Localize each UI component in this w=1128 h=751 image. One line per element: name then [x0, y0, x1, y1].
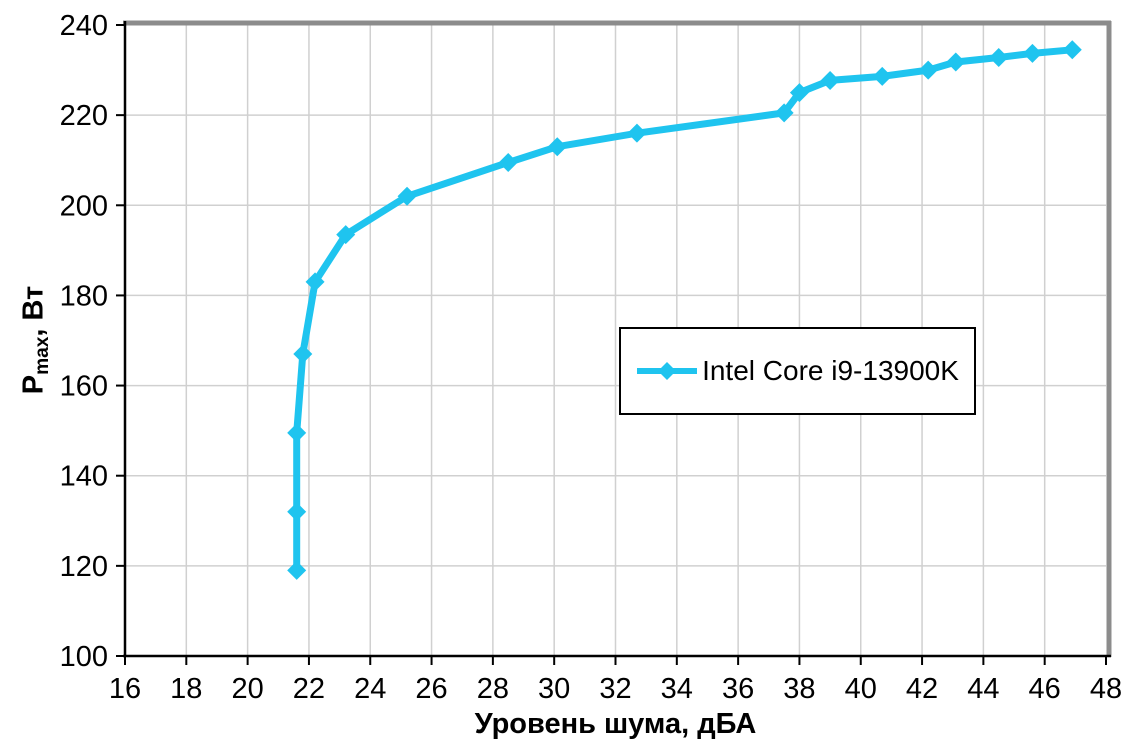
y-tick-label: 140 [60, 461, 108, 493]
x-tick-label: 18 [170, 673, 202, 705]
data-point-marker [293, 344, 313, 364]
data-point-marker [989, 47, 1009, 67]
y-tick-label: 120 [60, 551, 108, 583]
data-point-marker [498, 152, 518, 172]
data-point-marker [918, 60, 938, 80]
x-tick-label: 40 [845, 673, 877, 705]
data-point-marker [872, 66, 892, 86]
x-tick-label: 24 [354, 673, 386, 705]
data-point-marker [946, 52, 966, 72]
x-tick-label: 38 [783, 673, 815, 705]
legend: Intel Core i9-13900K [619, 327, 976, 415]
y-tick-label: 200 [60, 190, 108, 222]
x-tick-label: 30 [538, 673, 570, 705]
x-tick-label: 20 [231, 673, 263, 705]
data-point-marker [336, 225, 356, 245]
data-point-marker [287, 423, 307, 443]
data-point-marker [397, 186, 417, 206]
data-point-marker [305, 272, 325, 292]
x-tick-label: 32 [599, 673, 631, 705]
x-tick-label: 48 [1090, 673, 1122, 705]
y-tick-label: 100 [60, 641, 108, 673]
series-line [293, 46, 1076, 574]
y-axis-title-symbol: P [17, 374, 50, 395]
x-tick-label: 36 [722, 673, 754, 705]
data-point-marker [287, 560, 307, 580]
legend-series-label: Intel Core i9-13900K [702, 355, 959, 386]
y-axis-title-subscript: max [31, 336, 53, 375]
x-tick-label: 46 [1029, 673, 1061, 705]
y-tick-label: 160 [60, 371, 108, 403]
data-point-marker [820, 70, 840, 90]
x-tick-label: 34 [661, 673, 693, 705]
x-tick-label: 16 [109, 673, 141, 705]
data-point-marker [547, 137, 567, 157]
y-tick-label: 180 [60, 280, 108, 312]
data-point-marker [627, 123, 647, 143]
x-tick-label: 28 [477, 673, 509, 705]
y-axis-title: Pmax, Вт [17, 285, 53, 395]
legend-line-sample [637, 362, 698, 380]
x-tick-label: 44 [967, 673, 999, 705]
y-tick-label: 220 [60, 100, 108, 132]
data-point-marker [1022, 43, 1042, 63]
legend-diamond-icon [658, 362, 677, 380]
x-tick-label: 26 [415, 673, 447, 705]
y-axis-title-unit: , Вт [17, 285, 50, 337]
x-tick-label: 42 [906, 673, 938, 705]
data-point-marker [1062, 40, 1082, 60]
x-tick-label: 22 [293, 673, 325, 705]
y-tick-label: 240 [60, 10, 108, 42]
data-point-marker [789, 83, 809, 103]
x-axis-title: Уровень шума, дБА [474, 708, 757, 740]
data-point-marker [774, 103, 794, 123]
data-point-marker [287, 502, 307, 522]
